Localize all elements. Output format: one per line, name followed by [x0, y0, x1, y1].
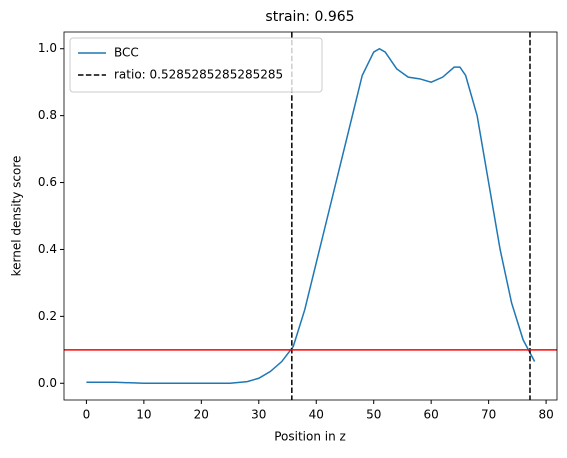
- y-tick-label: 0.6: [38, 175, 57, 189]
- legend-label: ratio: 0.5285285285285285: [114, 68, 283, 82]
- x-tick-label: 70: [481, 408, 496, 422]
- y-tick-label: 1.0: [38, 41, 57, 55]
- x-tick-label: 80: [538, 408, 553, 422]
- y-tick-label: 0.4: [38, 242, 57, 256]
- x-tick-label: 10: [136, 408, 151, 422]
- legend-box: [69, 37, 323, 93]
- x-tick-label: 60: [424, 408, 439, 422]
- legend-label: BCC: [114, 46, 139, 60]
- x-tick-label: 20: [194, 408, 209, 422]
- y-tick-label: 0.0: [38, 376, 57, 390]
- x-tick-label: 50: [366, 408, 381, 422]
- x-tick-label: 30: [251, 408, 266, 422]
- x-tick-label: 0: [83, 408, 91, 422]
- plot-frame: [63, 31, 558, 401]
- x-tick-label: 40: [309, 408, 324, 422]
- y-tick-label: 0.2: [38, 309, 57, 323]
- y-tick-label: 0.8: [38, 108, 57, 122]
- series-line: [86, 47, 536, 385]
- chart-title: strain: 0.965: [265, 9, 354, 25]
- x-axis-label: Position in z: [274, 430, 346, 444]
- y-axis-label: kernel density score: [10, 156, 24, 277]
